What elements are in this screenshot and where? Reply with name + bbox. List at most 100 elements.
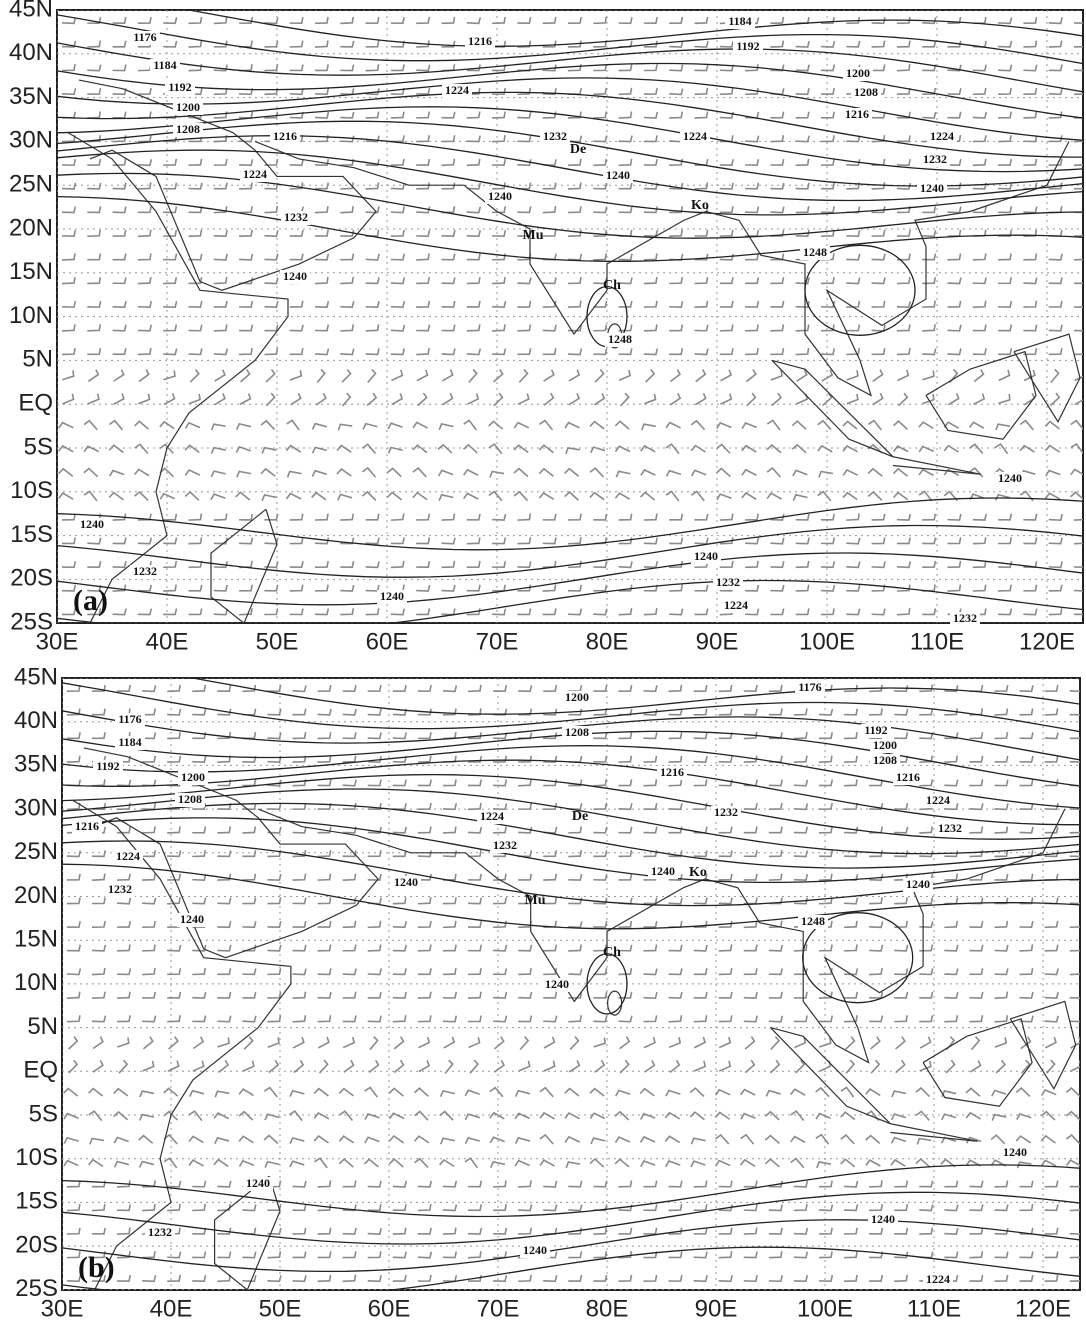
wind-barb: [771, 392, 782, 407]
wind-barb: [765, 1089, 781, 1097]
wind-barb: [467, 393, 480, 405]
wind-barb: [871, 513, 886, 521]
wind-barb: [217, 826, 232, 834]
wind-barb: [894, 732, 909, 740]
wind-barb: [643, 1036, 656, 1049]
wind-barb: [994, 731, 1009, 740]
wind-barb: [589, 420, 605, 430]
wind-barb: [998, 158, 1013, 166]
wind-barb: [1069, 926, 1080, 929]
wind-barb: [213, 348, 229, 356]
y-axis-label: EQ: [23, 1057, 58, 1084]
wind-barb: [869, 684, 883, 693]
contour-label: 1192: [736, 39, 759, 53]
wind-barb: [1065, 1110, 1080, 1121]
wind-barb: [945, 1059, 956, 1074]
wind-barb: [998, 229, 1013, 237]
wind-barb: [567, 16, 582, 24]
wind-barb: [88, 1110, 103, 1122]
wind-barb: [242, 1060, 255, 1072]
wind-barb: [289, 229, 304, 237]
wind-barb: [361, 490, 377, 502]
contour-label: 1240: [523, 1243, 547, 1257]
wind-barb: [492, 111, 506, 119]
wind-barb: [745, 206, 760, 214]
wind-barb: [61, 513, 76, 521]
wind-barb: [589, 1112, 606, 1120]
wind-barb: [317, 1227, 332, 1235]
wind-barb: [768, 850, 783, 858]
wind-barb: [766, 466, 782, 478]
wind-barb: [264, 64, 279, 72]
wind-barb: [314, 513, 329, 521]
x-axis-label: 80E: [586, 1295, 629, 1322]
wind-barb: [542, 608, 557, 616]
wind-barb: [61, 206, 77, 214]
wind-barb: [668, 1227, 683, 1235]
wind-barb: [518, 1060, 531, 1072]
wind-barb: [795, 608, 810, 616]
wind-barb: [818, 779, 834, 787]
wind-barb: [669, 584, 683, 592]
wind-barb: [213, 300, 228, 308]
wind-barb: [793, 991, 808, 999]
wind-barb: [66, 1275, 82, 1283]
wind-barb: [668, 850, 683, 858]
contour-label: 1216: [75, 819, 99, 833]
label-bg: [1000, 1146, 1030, 1160]
wind-barb: [61, 64, 76, 72]
wind-barb: [896, 64, 911, 72]
wind-barb: [112, 561, 127, 569]
wind-barb: [947, 537, 962, 545]
wind-barb: [517, 561, 532, 569]
wind-barb: [995, 1059, 1006, 1074]
wind-barb: [643, 968, 658, 976]
wind-barb: [264, 301, 279, 309]
wind-barb: [87, 158, 102, 166]
wind-barb: [513, 421, 530, 429]
wind-barb: [217, 1015, 232, 1023]
wind-barb: [264, 205, 279, 214]
wind-barb: [134, 443, 149, 454]
wind-barb: [998, 324, 1013, 332]
wind-barb: [468, 755, 483, 763]
wind-barb: [87, 277, 102, 285]
wind-barb: [292, 802, 307, 810]
wind-barb: [490, 1160, 506, 1168]
wind-barb: [871, 253, 886, 261]
contour-label: 1240: [1003, 1145, 1027, 1159]
wind-barb: [820, 229, 835, 238]
wind-barb: [1015, 1135, 1031, 1144]
wind-barb: [493, 873, 507, 881]
wind-barb: [442, 967, 457, 976]
label-bg: [870, 739, 900, 753]
wind-barb: [242, 1275, 257, 1283]
wind-barb: [693, 755, 708, 763]
wind-barb: [192, 684, 207, 693]
contour-label: 1240: [606, 168, 630, 182]
wind-barb: [443, 1036, 456, 1049]
wind-barb: [818, 1204, 834, 1212]
wind-barb: [137, 608, 153, 616]
wind-barb: [568, 392, 581, 406]
wind-barb: [267, 1037, 280, 1048]
wind-barb: [819, 1037, 832, 1048]
wind-barb: [192, 1203, 206, 1212]
coastline: [210, 508, 278, 623]
wind-barb: [643, 1274, 658, 1282]
wind-barb: [719, 348, 734, 356]
wind-barb: [969, 944, 984, 952]
wind-barb: [87, 324, 102, 332]
label-bg: [150, 59, 180, 73]
wind-barb: [365, 206, 380, 214]
wind-barb: [1073, 187, 1083, 190]
wind-barb: [392, 826, 408, 834]
wind-barb: [846, 513, 860, 521]
wind-barb: [639, 1112, 656, 1120]
wind-barb: [192, 826, 207, 834]
wind-barb: [468, 779, 483, 787]
wind-barb: [743, 944, 758, 952]
wind-barb: [317, 826, 332, 834]
wind-barb: [138, 369, 150, 383]
wind-barb: [364, 1136, 380, 1144]
